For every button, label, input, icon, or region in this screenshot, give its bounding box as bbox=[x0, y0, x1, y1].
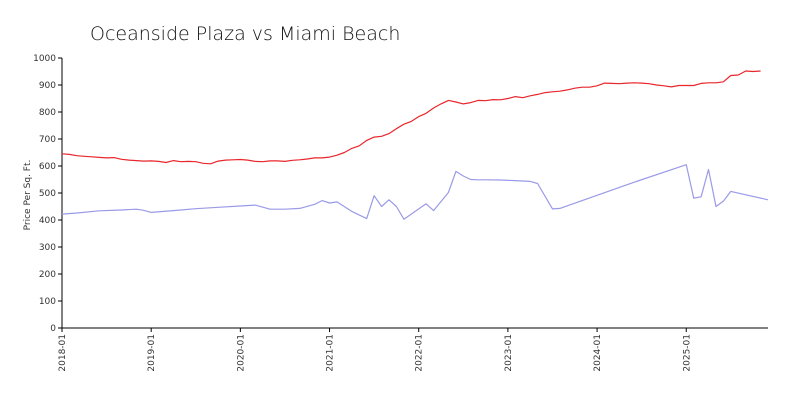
series-line-1 bbox=[61, 70, 761, 165]
y-tick-label: 600 bbox=[39, 162, 56, 172]
y-tick-label: 1000 bbox=[33, 54, 56, 64]
y-tick-label: 700 bbox=[39, 135, 56, 145]
x-tick-label: 2022-01 bbox=[415, 334, 425, 372]
y-tick-label: 400 bbox=[39, 216, 56, 226]
x-tick-label: 2018-01 bbox=[58, 334, 68, 372]
y-axis-label: Price Per Sq. Ft. bbox=[23, 160, 33, 231]
series-layer bbox=[61, 70, 769, 220]
series-line-2 bbox=[61, 164, 769, 220]
x-axis: 2018-01 2019-01 2020-01 2021-01 2022-01 2023-… bbox=[58, 327, 768, 372]
y-axis: 0 100 200 300 400 500 600 700 800 900 1000 bbox=[33, 54, 63, 334]
y-tick-label: 0 bbox=[50, 324, 56, 334]
x-tick-label: 2020-01 bbox=[236, 334, 246, 372]
chart-title: Oceanside Plaza vs Miami Beach bbox=[90, 23, 400, 45]
x-tick-label: 2023-01 bbox=[504, 334, 514, 372]
y-tick-label: 800 bbox=[39, 108, 56, 118]
y-tick-label: 500 bbox=[39, 189, 56, 199]
y-tick-label: 100 bbox=[39, 297, 56, 307]
x-tick-label: 2021-01 bbox=[326, 334, 336, 372]
y-tick-label: 200 bbox=[39, 270, 56, 280]
x-tick-label: 2024-01 bbox=[593, 334, 603, 372]
x-tick-label: 2019-01 bbox=[147, 334, 157, 372]
x-tick-label: 2025-01 bbox=[682, 334, 692, 372]
y-tick-label: 900 bbox=[39, 81, 56, 91]
y-tick-label: 300 bbox=[39, 243, 56, 253]
